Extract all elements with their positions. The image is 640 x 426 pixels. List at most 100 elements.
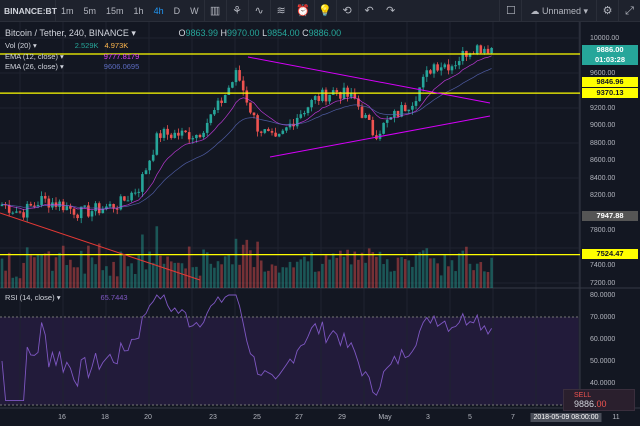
candle (40, 196, 43, 206)
volume-bar (367, 248, 371, 288)
candle (461, 50, 465, 62)
volume-bar (357, 259, 360, 288)
volume-bar (101, 270, 105, 288)
sell-label: SELL (574, 392, 592, 399)
time-tick: May (378, 414, 392, 421)
candle (313, 96, 317, 100)
volume-bar (177, 262, 180, 288)
candle (87, 205, 90, 217)
alert-icon[interactable]: ⏰ (291, 0, 314, 22)
candle (299, 114, 303, 118)
candle (245, 90, 249, 103)
volume-bar (371, 252, 375, 288)
volume-bar (173, 262, 177, 288)
candle (133, 192, 137, 194)
idea-icon[interactable]: 💡 (313, 0, 336, 22)
volume-bar (378, 251, 382, 288)
volume-bar (285, 267, 288, 288)
symbol-search[interactable]: BINANCE:BT (0, 0, 57, 22)
compare-icon[interactable]: ∿ (247, 0, 270, 22)
candle (11, 212, 15, 214)
rsi-tick: 80.0000 (590, 291, 616, 299)
volume-bar (213, 267, 216, 288)
candle (436, 64, 439, 71)
expand-icon[interactable]: ⤢ (618, 0, 640, 22)
volume-bar (472, 270, 475, 288)
volume-bar (83, 273, 87, 288)
volume-bar (281, 267, 285, 288)
chart-canvas[interactable] (0, 22, 640, 426)
volume-bar (184, 268, 187, 288)
volume-bar (94, 264, 97, 288)
replay-icon[interactable]: ⟲ (335, 0, 358, 22)
candle (277, 133, 281, 137)
candle (43, 196, 47, 199)
volume-legend[interactable]: Vol (20) ▾ 2.529K 4.973K (5, 41, 129, 50)
candle (213, 109, 216, 115)
volume-bar (483, 271, 486, 288)
candle (249, 102, 252, 113)
timeframe-4h[interactable]: 4h (153, 5, 164, 16)
rsi-tick: 70.0000 (590, 313, 616, 321)
price-tick: 7400.00 (590, 262, 616, 269)
volume-bar (331, 253, 335, 288)
volume-bar (241, 244, 245, 288)
timeframe-1h[interactable]: 1h (133, 5, 144, 16)
volume-bar (4, 270, 7, 288)
ema26-legend[interactable]: EMA (26, close) ▾ 9606.0695 (5, 62, 140, 71)
candle (479, 45, 483, 54)
candle (155, 133, 159, 155)
rsi-legend[interactable]: RSI (14, close) ▾ 65.7443 (5, 293, 128, 302)
candle (115, 208, 119, 210)
candle (184, 130, 187, 133)
price-tick: 8200.00 (590, 192, 616, 199)
countdown-tag: 01:03:28 (582, 55, 638, 65)
volume-bar (209, 263, 213, 288)
redo-icon[interactable]: ↷ (385, 4, 396, 17)
timeframe-1m[interactable]: 1m (61, 5, 74, 16)
volume-bar (105, 266, 108, 288)
volume-bar (47, 251, 51, 288)
candle (454, 65, 457, 67)
volume-bar (450, 260, 454, 288)
volume-bar (155, 226, 159, 288)
volume-bar (90, 257, 94, 288)
settings-icon[interactable]: ⚙ (596, 0, 618, 22)
candle (396, 110, 400, 117)
triangle-lower-line (269, 115, 491, 158)
undo-icon[interactable]: ↶ (357, 0, 380, 22)
time-tick: 11 (612, 414, 620, 421)
volume-bar (346, 249, 349, 288)
volume-bar (141, 234, 144, 288)
timeframe-15m[interactable]: 15m (106, 5, 124, 16)
timeframe-D[interactable]: D (173, 5, 181, 16)
symbol-legend: Bitcoin / Tether, 240, BINANCE ▾ O9863.9… (5, 28, 342, 38)
candle (231, 82, 234, 88)
candle (195, 134, 198, 139)
fullscreen-square-icon[interactable]: ☐ (499, 0, 521, 22)
volume-bar (321, 263, 324, 288)
candle (83, 205, 87, 207)
templates-icon[interactable]: ≋ (269, 0, 292, 22)
price-tick: 9200.00 (590, 104, 616, 112)
candle (101, 209, 105, 214)
sell-button[interactable]: SELL 9886.00 (563, 389, 635, 411)
candle (367, 114, 371, 120)
candle (432, 64, 436, 74)
candle (421, 76, 425, 88)
level-tag-1: 9846.96 (582, 77, 638, 87)
volume-bar (259, 260, 263, 288)
open-value: 9863.99 (185, 28, 218, 38)
candles-icon[interactable]: ▥ (203, 0, 226, 22)
timeframe-W[interactable]: W (190, 5, 199, 16)
candle (29, 203, 33, 206)
layout-name-button[interactable]: ☁ Unnamed ▾ (521, 0, 596, 22)
candle (216, 100, 220, 110)
volume-bar (202, 249, 205, 288)
timeframe-5m[interactable]: 5m (83, 5, 97, 16)
ema12-legend[interactable]: EMA (12, close) ▾ 9777.8179 (5, 52, 140, 61)
volume-bar (479, 262, 483, 288)
indicators-icon[interactable]: ⚘ (225, 0, 248, 22)
layout-name: Unnamed (541, 5, 581, 16)
rsi-tick: 60.0000 (590, 335, 616, 343)
